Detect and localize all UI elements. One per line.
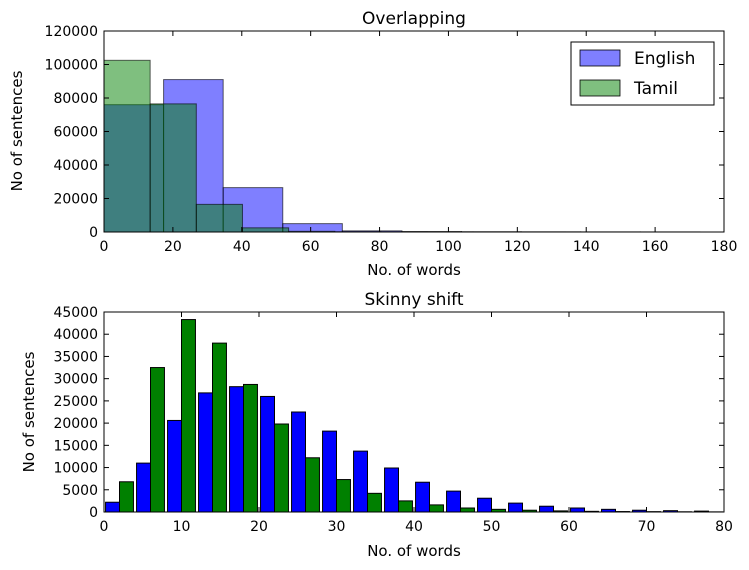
x-axis-label: No. of words — [367, 261, 461, 279]
histogram-bar — [446, 490, 461, 513]
histogram-bar — [119, 481, 134, 513]
bars — [103, 59, 701, 233]
y-tick-label: 30000 — [53, 372, 98, 388]
histogram-bar — [398, 500, 413, 513]
y-tick-label: 100000 — [45, 58, 98, 74]
x-tick-label: 70 — [638, 519, 656, 535]
y-tick-label: 20000 — [53, 416, 98, 432]
x-tick-label: 60 — [560, 519, 578, 535]
x-tick-label: 20 — [250, 519, 268, 535]
y-tick-label: 25000 — [53, 394, 98, 410]
legend-label-english: English — [634, 49, 695, 69]
x-tick-label: 140 — [573, 239, 600, 255]
x-tick-label: 0 — [100, 239, 109, 255]
overlapping-chart: Overlapping 0 20 40 60 80 100 120 140 160 180 0 200… — [8, 9, 737, 279]
histogram-bar — [150, 367, 165, 513]
histogram-bar — [167, 419, 183, 513]
x-tick-label: 40 — [405, 519, 423, 535]
histogram-bar — [260, 395, 275, 513]
axis-ticks: 0 20 40 60 80 100 120 140 160 180 0 20000 40000 60000… — [45, 24, 738, 255]
y-axis-label: No of sentences — [20, 351, 38, 472]
y-tick-label: 5000 — [62, 483, 98, 499]
histogram-bar — [282, 223, 343, 233]
x-tick-label: 80 — [371, 239, 389, 255]
legend-swatch-english — [579, 49, 621, 67]
histogram-bar — [460, 507, 475, 513]
histogram-bar — [103, 59, 151, 233]
histogram-bar — [291, 411, 306, 513]
x-tick-label: 30 — [328, 519, 346, 535]
legend-label-tamil: Tamil — [633, 79, 678, 99]
y-tick-label: 40000 — [53, 327, 98, 343]
histogram-bar — [149, 103, 197, 233]
y-tick-label: 10000 — [53, 461, 98, 477]
y-tick-label: 40000 — [53, 158, 98, 174]
histogram-bar — [198, 392, 214, 513]
y-tick-label: 15000 — [53, 438, 98, 454]
y-tick-label: 60000 — [53, 125, 98, 141]
histogram-bar — [384, 467, 399, 513]
histogram-bar — [322, 430, 337, 513]
chart-title: Skinny shift — [364, 290, 463, 310]
histogram-bar — [241, 227, 290, 233]
axis-ticks: 0 10 20 30 40 50 60 70 80 0 5000 10000 15000 20000 250… — [53, 305, 732, 535]
y-tick-label: 80000 — [53, 91, 98, 107]
histogram-bar — [243, 383, 258, 513]
x-tick-label: 80 — [715, 519, 733, 535]
skinny-shift-chart: Skinny shift 0 10 20 30 40 50 60 70 80 0 5000 10000… — [20, 290, 733, 560]
y-tick-label: 45000 — [53, 305, 98, 321]
x-tick-label: 60 — [302, 239, 320, 255]
histogram-bar — [508, 502, 523, 513]
histogram-bar — [429, 504, 444, 513]
histogram-bar — [181, 319, 196, 513]
histogram-bar — [305, 457, 320, 513]
histogram-bar — [229, 386, 245, 513]
legend-swatch-tamil — [579, 79, 621, 97]
histogram-bar — [105, 501, 121, 513]
legend: English Tamil — [570, 41, 715, 106]
y-tick-label: 0 — [89, 225, 98, 241]
x-axis-label: No. of words — [367, 542, 461, 560]
histogram-bar — [195, 203, 243, 233]
histogram-bar — [212, 342, 227, 513]
histogram-bar — [336, 479, 351, 513]
y-tick-label: 0 — [89, 505, 98, 521]
x-tick-label: 100 — [435, 239, 462, 255]
histogram-bar — [477, 497, 492, 513]
x-tick-label: 160 — [642, 239, 669, 255]
histogram-bar — [353, 450, 368, 513]
x-tick-label: 20 — [164, 239, 182, 255]
x-tick-label: 0 — [100, 519, 109, 535]
chart-title: Overlapping — [362, 9, 466, 29]
x-tick-label: 50 — [483, 519, 501, 535]
bars — [105, 319, 723, 513]
y-tick-label: 120000 — [45, 24, 98, 40]
y-tick-label: 20000 — [53, 192, 98, 208]
y-axis-label: No of sentences — [8, 70, 26, 191]
x-tick-label: 10 — [173, 519, 191, 535]
y-tick-label: 35000 — [53, 349, 98, 365]
histogram-bar — [136, 462, 152, 513]
x-tick-label: 120 — [504, 239, 531, 255]
histogram-bar — [367, 492, 382, 513]
histogram-bar — [274, 423, 289, 513]
x-tick-label: 40 — [233, 239, 251, 255]
x-tick-label: 180 — [711, 239, 738, 255]
histogram-bar — [415, 481, 430, 513]
histogram-bar — [570, 507, 585, 513]
histogram-bar — [539, 505, 554, 513]
